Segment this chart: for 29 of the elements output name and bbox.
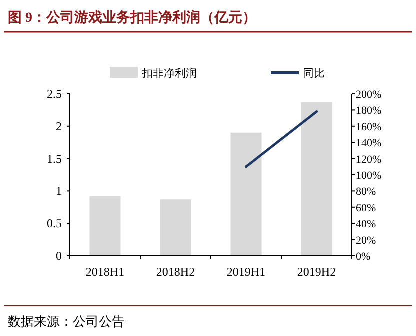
y-tick-label: 2.5 — [47, 87, 62, 101]
source-note: 数据来源：公司公告 — [8, 314, 125, 329]
y-tick-label: 1 — [56, 184, 62, 198]
y2-tick-label: 40% — [356, 218, 376, 231]
legend-label: 同比 — [303, 67, 325, 80]
chart-title: 图 9：公司游戏业务扣非净利润（亿元） — [8, 9, 256, 26]
y2-tick-label: 20% — [356, 234, 376, 247]
bar — [90, 196, 121, 256]
x-tick-label: 2019H2 — [297, 265, 336, 279]
y2-tick-label: 80% — [356, 186, 376, 198]
y2-tick-label: 200% — [356, 89, 382, 101]
y2-tick-label: 180% — [356, 105, 382, 118]
y2-tick-label: 100% — [356, 170, 382, 182]
bar — [301, 102, 332, 256]
y2-tick-label: 140% — [356, 138, 382, 150]
y-tick-label: 2 — [56, 119, 62, 134]
bar — [230, 132, 262, 256]
x-tick-label: 2018H2 — [156, 265, 196, 279]
x-tick-label: 2018H1 — [86, 265, 125, 279]
bar — [160, 200, 192, 256]
legend-label: 扣非净利润 — [141, 67, 197, 80]
y-tick-label: 1.5 — [47, 152, 62, 166]
y2-tick-label: 160% — [356, 121, 382, 134]
y2-tick-label: 120% — [356, 154, 382, 166]
x-tick-label: 2019H1 — [226, 265, 266, 279]
y-tick-label: 0 — [56, 249, 62, 263]
y2-tick-label: 60% — [356, 202, 376, 214]
y-tick-label: 0.5 — [47, 216, 62, 231]
y2-tick-label: 0% — [356, 251, 371, 263]
